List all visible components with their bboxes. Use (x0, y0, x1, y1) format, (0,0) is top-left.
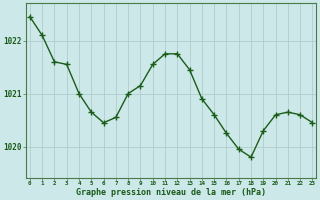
X-axis label: Graphe pression niveau de la mer (hPa): Graphe pression niveau de la mer (hPa) (76, 188, 266, 197)
